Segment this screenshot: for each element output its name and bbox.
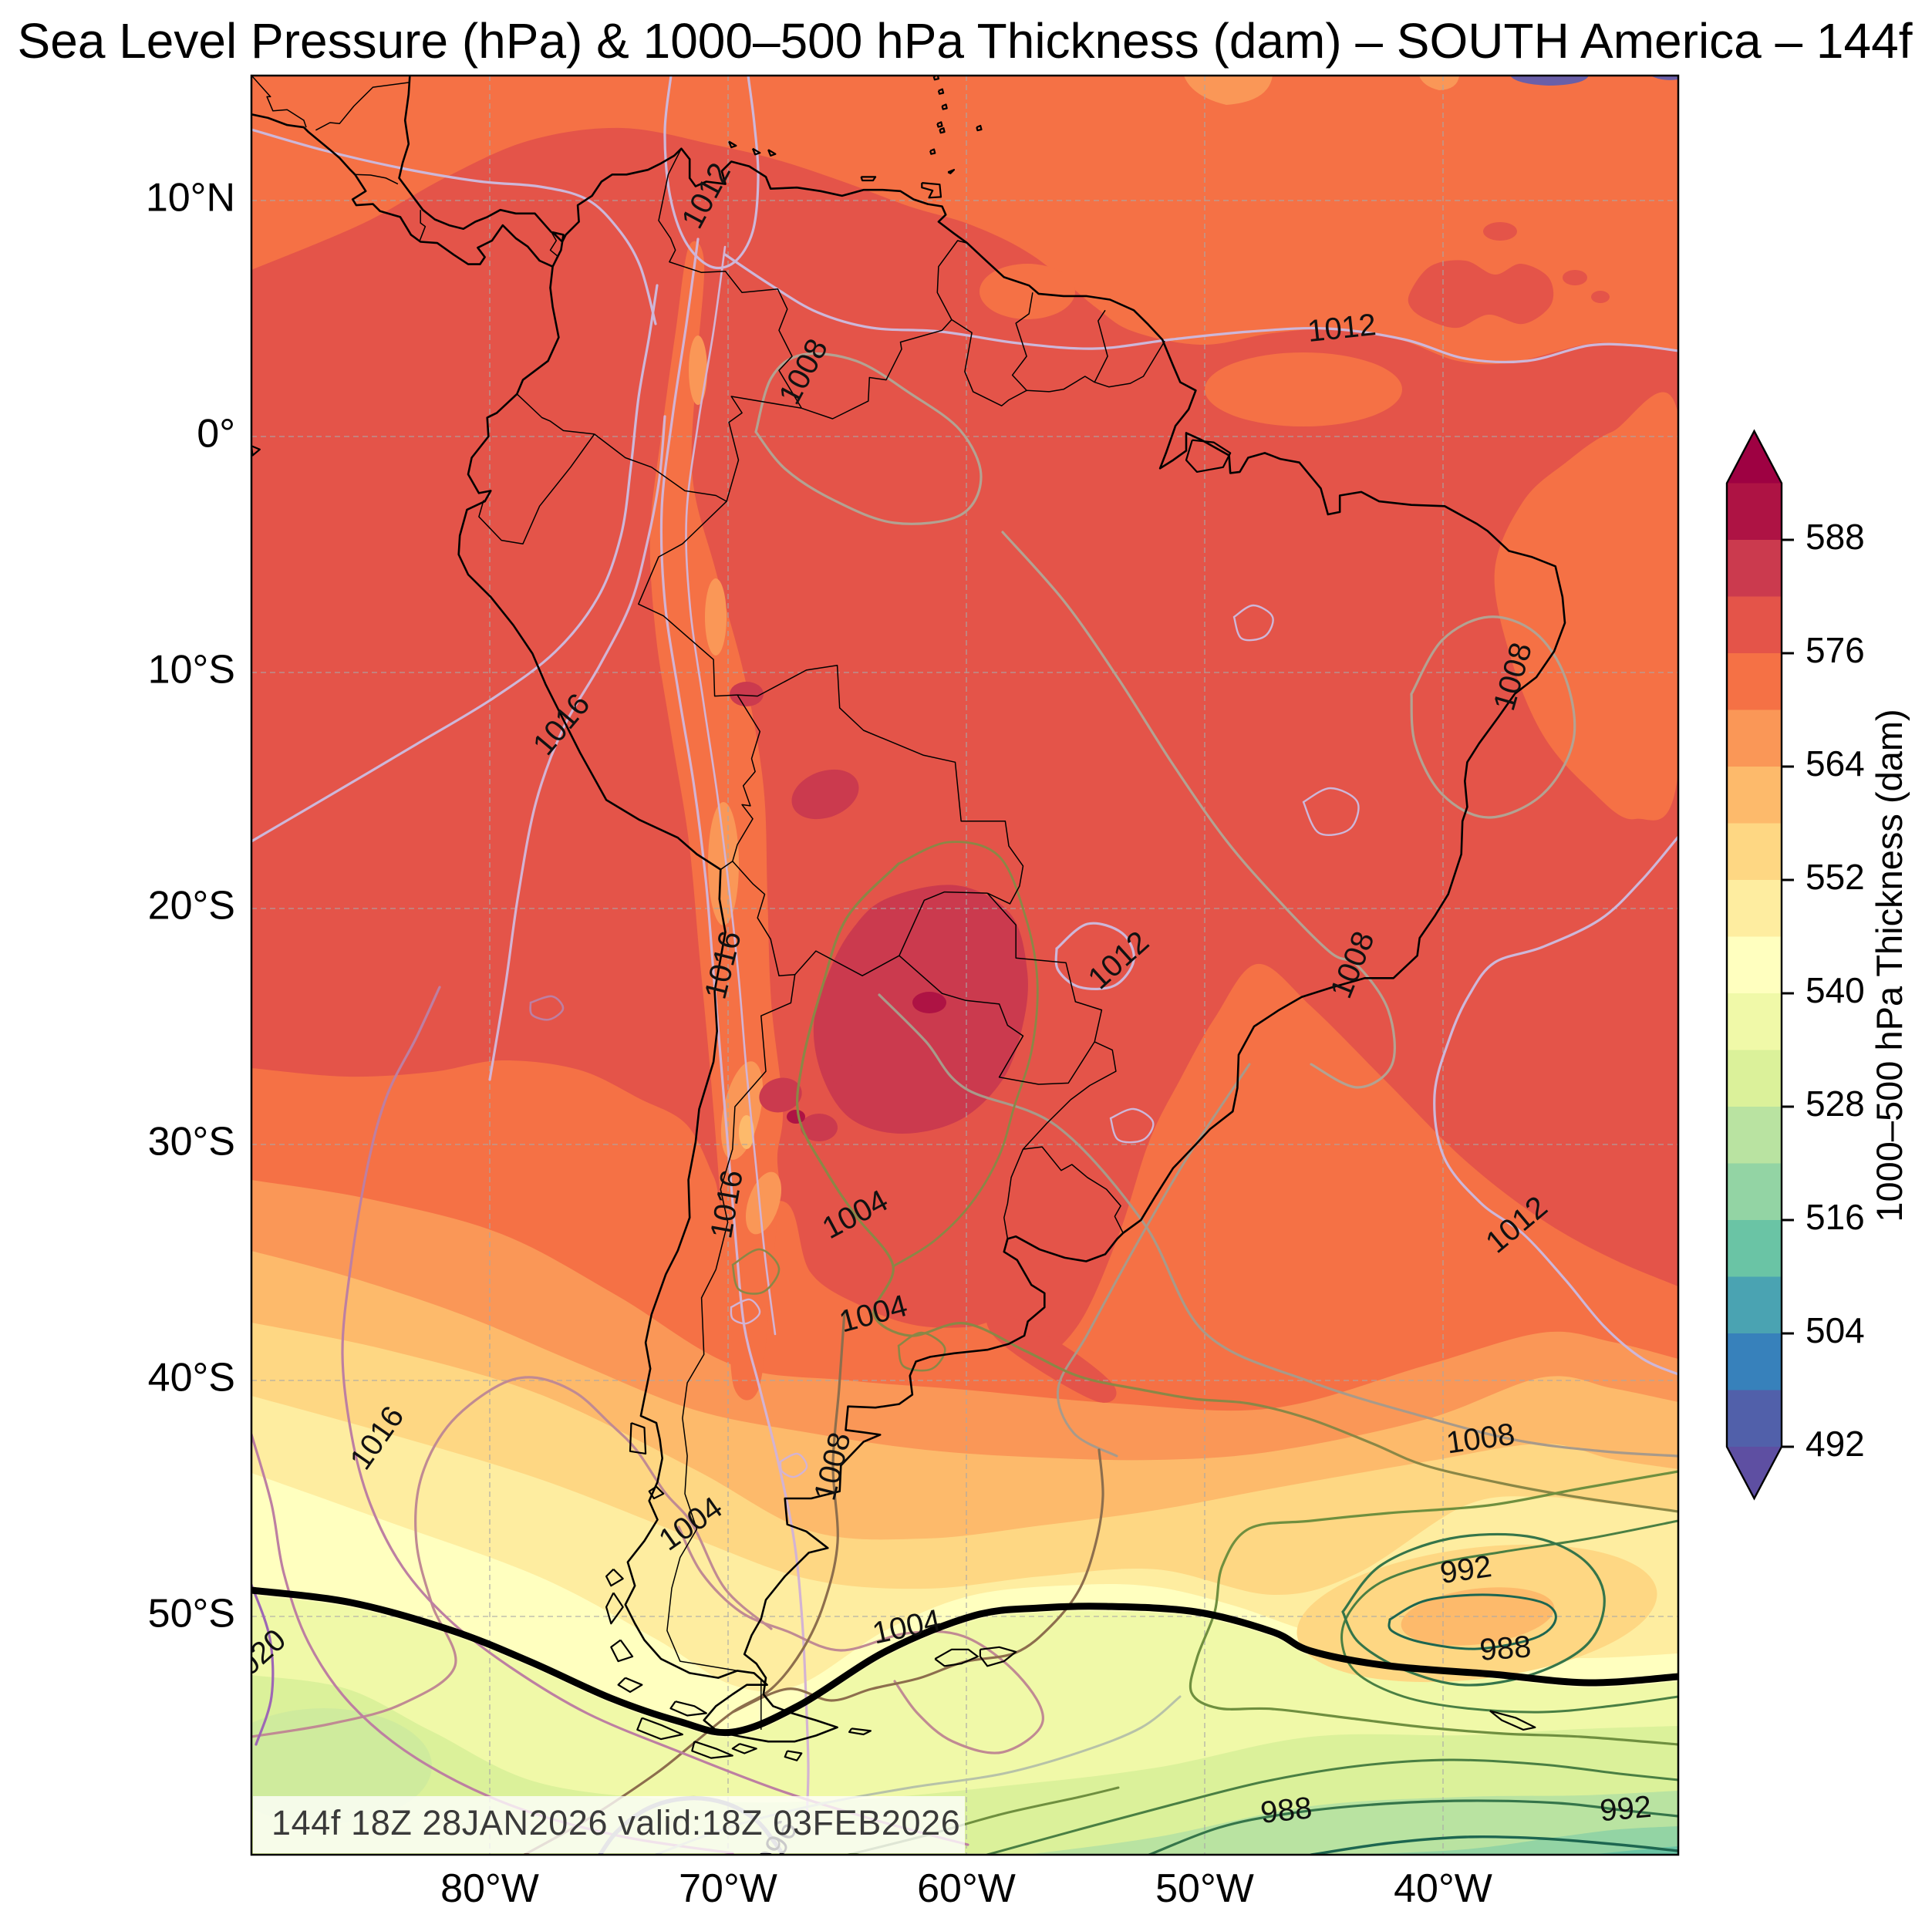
- svg-text:70°W: 70°W: [679, 1866, 777, 1911]
- svg-text:40°S: 40°S: [148, 1356, 235, 1400]
- svg-text:540: 540: [1806, 970, 1865, 1010]
- svg-text:60°W: 60°W: [917, 1866, 1016, 1911]
- svg-text:80°W: 80°W: [440, 1866, 539, 1911]
- svg-text:10°S: 10°S: [148, 648, 235, 693]
- svg-text:30°S: 30°S: [148, 1120, 235, 1165]
- svg-text:992: 992: [1599, 1790, 1653, 1829]
- svg-text:20°S: 20°S: [148, 884, 235, 929]
- svg-text:588: 588: [1806, 517, 1865, 557]
- svg-text:0°: 0°: [197, 412, 235, 457]
- svg-text:988: 988: [1479, 1630, 1532, 1667]
- svg-text:988: 988: [1259, 1791, 1313, 1830]
- svg-text:552: 552: [1806, 857, 1865, 897]
- svg-text:10°N: 10°N: [146, 176, 235, 221]
- svg-text:528: 528: [1806, 1084, 1865, 1124]
- svg-text:50°W: 50°W: [1155, 1866, 1254, 1911]
- svg-text:50°S: 50°S: [148, 1592, 235, 1636]
- svg-text:504: 504: [1806, 1310, 1865, 1350]
- svg-text:564: 564: [1806, 743, 1865, 784]
- svg-text:144f 18Z 28JAN2026 valid:18Z 0: 144f 18Z 28JAN2026 valid:18Z 03FEB2026: [271, 1803, 960, 1842]
- svg-text:492: 492: [1806, 1424, 1865, 1464]
- svg-text:Sea Level Pressure (hPa) & 100: Sea Level Pressure (hPa) & 1000–500 hPa …: [18, 13, 1913, 69]
- svg-text:576: 576: [1806, 630, 1865, 670]
- svg-text:992: 992: [1438, 1549, 1494, 1590]
- svg-text:1012: 1012: [1306, 308, 1377, 349]
- svg-text:516: 516: [1806, 1197, 1865, 1237]
- svg-text:1000–500 hPa Thickness (dam): 1000–500 hPa Thickness (dam): [1869, 709, 1910, 1222]
- svg-text:40°W: 40°W: [1394, 1866, 1492, 1911]
